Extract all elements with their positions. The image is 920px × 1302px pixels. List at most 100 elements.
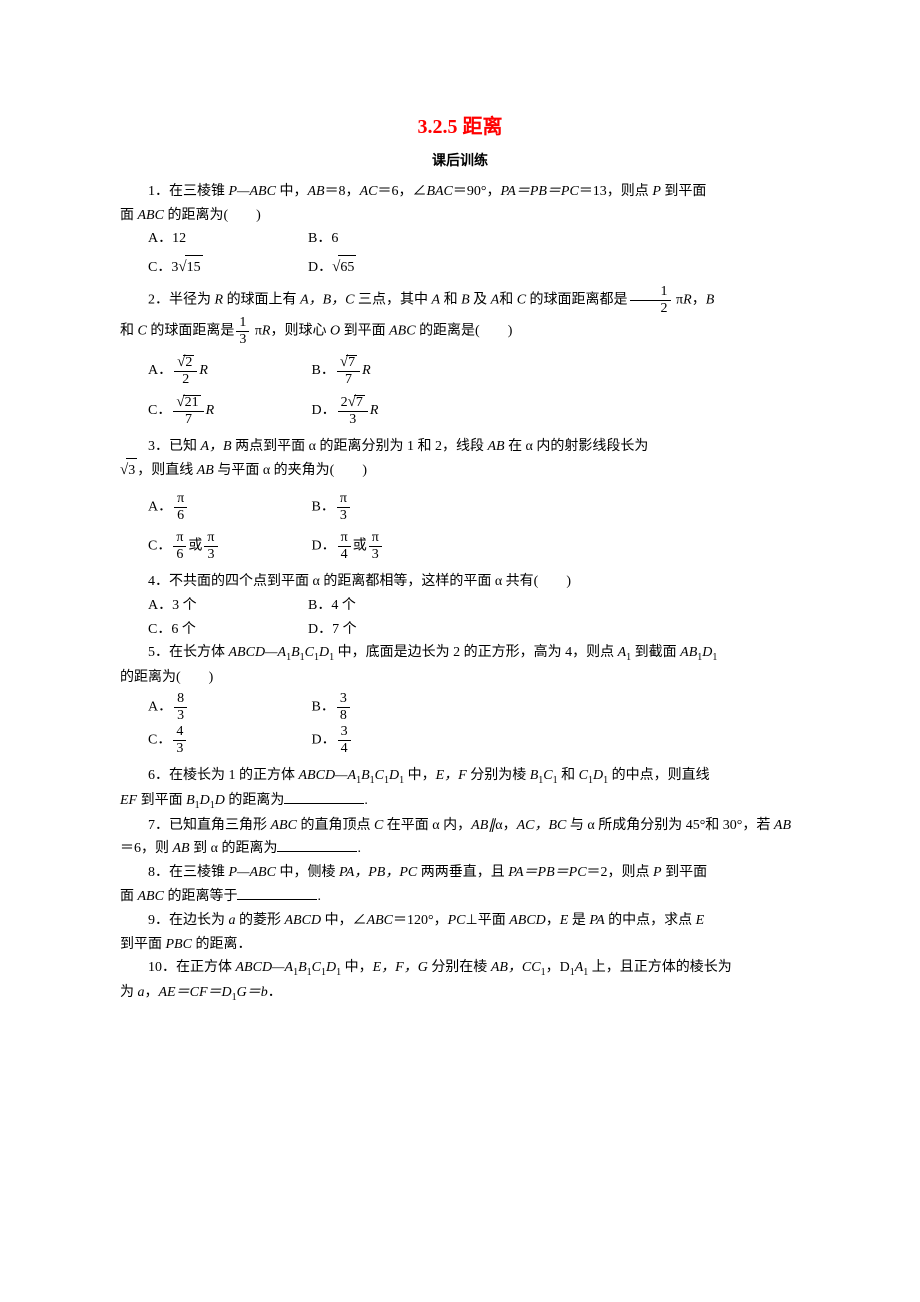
q2-text: 到平面	[340, 323, 389, 338]
opt-label: B．	[312, 700, 335, 715]
q5-var: A	[618, 645, 627, 660]
q2-var: A	[491, 292, 500, 307]
q2-text: 和	[499, 292, 513, 307]
q4-optC: C．6 个	[148, 618, 308, 642]
q7-text: 7．已知直角三角形	[148, 818, 271, 833]
q3-text: 3．已知	[148, 439, 201, 454]
opt-label: A．	[148, 500, 172, 515]
q5-text: 中，底面是边长为 2 的正方形，高为 4，则点	[334, 645, 618, 660]
q6-var: B	[186, 793, 195, 808]
q1-var: ABC	[138, 208, 164, 223]
denominator: 3	[204, 547, 217, 562]
var: D	[215, 793, 225, 808]
numerator: 1	[630, 285, 671, 301]
opt-label: D．	[312, 733, 336, 748]
q9-var: a	[229, 913, 236, 928]
denominator: 4	[338, 741, 351, 756]
q7-text: 的直角顶点	[297, 818, 374, 833]
numerator: 4	[173, 725, 186, 741]
coef: 2	[341, 395, 348, 410]
q10-var: E，F，G	[373, 960, 428, 975]
q7-var: C	[374, 818, 383, 833]
q2-var: B	[461, 292, 470, 307]
var: R	[370, 403, 379, 418]
q2-var: A	[432, 292, 441, 307]
q2-options-row1: A．22R B．77R	[148, 355, 800, 387]
q5-var: AB	[680, 645, 697, 660]
question-6: 6．在棱长为 1 的正方体 ABCD—A1B1C1D1 中，E，F 分别为棱 B…	[120, 764, 800, 789]
q9-var: PC	[448, 913, 466, 928]
q9-text: 的距离．	[192, 937, 252, 952]
q10-var: ABCD—A	[236, 960, 294, 975]
frac: 13	[236, 316, 249, 347]
q4-optB: B．4 个	[308, 594, 468, 618]
frac: 38	[337, 692, 350, 723]
var: B	[361, 768, 370, 783]
q5-text: 的距离为( )	[120, 670, 213, 685]
q3-var: AB	[197, 463, 214, 478]
denominator: 3	[174, 708, 187, 723]
q2-text: 及	[470, 292, 491, 307]
frac: π3	[204, 531, 217, 562]
opt-label: C．	[148, 733, 171, 748]
q3-var: AB	[487, 439, 504, 454]
fill-blank	[284, 789, 364, 804]
q3-optC: C．π6或π3	[148, 531, 308, 562]
var: B	[298, 960, 307, 975]
frac: π4	[338, 531, 351, 562]
q10-text: ．	[268, 985, 282, 1000]
q1-text: ＝8，	[325, 184, 360, 199]
q2-var: ABC	[389, 323, 415, 338]
question-8: 8．在三棱锥 P—ABC 中，侧棱 PA，PB，PC 两两垂直，且 PA＝PB＝…	[120, 861, 800, 885]
q9-text: 的中点，求点	[605, 913, 696, 928]
denominator: 3	[338, 412, 368, 427]
q9-var: ABCD	[509, 913, 546, 928]
q1-var: P	[652, 184, 661, 199]
radicand: 2	[183, 355, 194, 370]
q2-text: 2．半径为	[148, 292, 215, 307]
q3-text: 与平面 α 的夹角为( )	[214, 463, 367, 478]
q6-var: E，F	[436, 768, 467, 783]
q2-text: ，	[692, 292, 706, 307]
q2-text: π	[251, 323, 262, 338]
q2-var: O	[330, 323, 340, 338]
q1-options-row1: A．12 B．6	[148, 227, 800, 251]
q2-var: R	[683, 292, 692, 307]
question-4: 4．不共面的四个点到平面 α 的距离都相等，这样的平面 α 共有( )	[120, 570, 800, 594]
var: D	[702, 645, 712, 660]
q2-optB: B．77R	[312, 355, 472, 387]
q4-options-row1: A．3 个 B．4 个	[148, 594, 800, 618]
denominator: 4	[338, 547, 351, 562]
or: 或	[353, 539, 367, 554]
frac: π6	[173, 531, 186, 562]
q5-var: ABCD—A	[229, 645, 287, 660]
question-3: 3．已知 A，B 两点到平面 α 的距离分别为 1 和 2，线段 AB 在 α …	[120, 435, 800, 459]
sub: 1	[712, 652, 717, 663]
q10-text: 上，且正方体的棱长为	[588, 960, 732, 975]
q10-text: 分别在棱	[428, 960, 491, 975]
q3-options-row2: C．π6或π3 D．π4或π3	[148, 531, 800, 562]
q5-optC: C．43	[148, 725, 308, 756]
q1-text: ＝90°，	[453, 184, 501, 199]
q6-text: 6．在棱长为 1 的正方体	[148, 768, 299, 783]
frac: 12	[630, 285, 671, 316]
q3-line2: 3，则直线 AB 与平面 α 的夹角为( )	[120, 458, 800, 484]
q9-text: ，	[546, 913, 560, 928]
q7-var: AB	[173, 841, 190, 856]
numerator: π	[337, 492, 350, 508]
q2-text: 和	[440, 292, 461, 307]
q6-var: B	[530, 768, 539, 783]
q1-var: AC	[360, 184, 378, 199]
q9-line2: 到平面 PBC 的距离．	[120, 933, 800, 957]
q2-optA: A．22R	[148, 355, 308, 387]
question-10: 10．在正方体 ABCD—A1B1C1D1 中，E，F，G 分别在棱 AB，CC…	[120, 956, 800, 981]
frac: 22	[174, 355, 197, 387]
q8-text: 到平面	[662, 865, 708, 880]
q8-var: ABC	[138, 889, 164, 904]
q6-line2: EF 到平面 B1D1D 的距离为.	[120, 789, 800, 814]
opt-label: A．	[148, 363, 172, 378]
var: A	[575, 960, 584, 975]
q7-var: AB	[774, 818, 791, 833]
numerator: 21	[173, 395, 203, 412]
q6-text: 到平面	[137, 793, 186, 808]
